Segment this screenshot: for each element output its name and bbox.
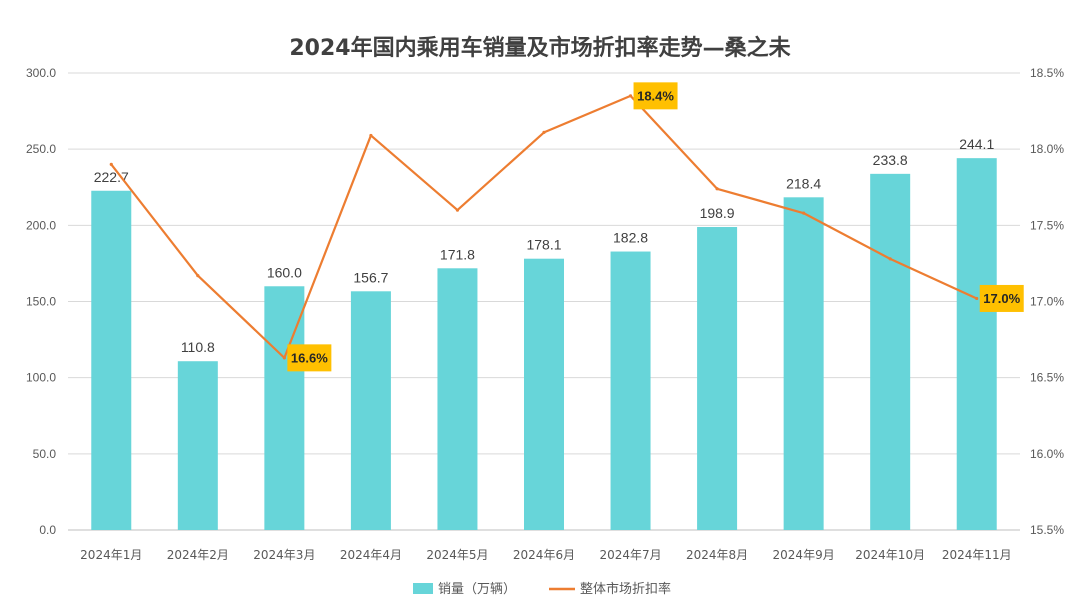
- x-tick-label: 2024年4月: [340, 548, 402, 562]
- bar: [177, 361, 218, 530]
- highlight-box: [287, 344, 332, 372]
- bar: [697, 227, 738, 530]
- x-tick-label: 2024年3月: [253, 548, 315, 562]
- legend-bar-swatch: [413, 583, 433, 594]
- line-point: [542, 130, 546, 135]
- bar: [783, 197, 824, 530]
- highlight-label: 17.0%: [983, 291, 1020, 306]
- x-tick-label: 2024年10月: [855, 548, 925, 562]
- left-tick-label: 0.0: [39, 523, 56, 537]
- bar-data-label: 218.4: [786, 175, 821, 191]
- bar: [956, 158, 997, 530]
- right-axis-ticks: 15.5% 16.0% 16.5% 17.0% 17.5% 18.0% 18.5%: [1030, 66, 1064, 537]
- right-tick-label: 17.5%: [1030, 218, 1064, 232]
- left-tick-label: 50.0: [33, 447, 57, 461]
- bar: [437, 268, 478, 530]
- right-tick-label: 16.5%: [1030, 371, 1064, 385]
- line-point: [196, 274, 200, 278]
- left-tick-label: 300.0: [26, 66, 56, 80]
- bar-data-label: 244.1: [959, 136, 994, 152]
- right-tick-label: 18.0%: [1030, 142, 1064, 156]
- left-tick-label: 150.0: [26, 295, 56, 309]
- x-tick-label: 2024年1月: [80, 548, 142, 562]
- left-tick-label: 250.0: [26, 142, 56, 156]
- chart-title: 2024年国内乘用车销量及市场折扣率走势—桑之未: [289, 36, 791, 61]
- right-tick-label: 15.5%: [1030, 523, 1064, 537]
- x-tick-label: 2024年8月: [686, 548, 748, 562]
- bar: [870, 173, 911, 530]
- bar-data-label: 110.8: [181, 339, 215, 355]
- left-tick-label: 200.0: [26, 218, 56, 232]
- x-tick-label: 2024年9月: [773, 548, 835, 562]
- line-point: [975, 296, 979, 301]
- bar-series: [91, 158, 997, 530]
- bar-data-labels: 222.7 110.8 160.0 156.7 171.8 178.1 182.8 198.9…: [94, 136, 995, 355]
- x-tick-label: 2024年7月: [599, 548, 661, 562]
- line-highlight-labels: 16.6% 18.4% 17.0%: [287, 82, 1024, 372]
- bar-data-label: 156.7: [353, 269, 388, 285]
- bar: [264, 286, 305, 530]
- bar: [91, 190, 132, 530]
- bar-data-label: 198.9: [700, 205, 735, 221]
- highlight-box: [979, 284, 1024, 312]
- line-point: [282, 356, 286, 360]
- x-axis-ticks: 2024年1月 2024年2月 2024年3月 2024年4月 2024年5月 2024年…: [80, 548, 1011, 562]
- x-tick-label: 2024年5月: [426, 548, 488, 562]
- x-tick-label: 2024年11月: [942, 548, 1012, 562]
- line-point: [715, 187, 719, 191]
- highlight-box: [633, 82, 678, 110]
- line-point: [109, 162, 113, 166]
- line-series: [109, 94, 979, 360]
- left-axis-ticks: 0.0 50.0 100.0 150.0 200.0 250.0 300.0: [26, 66, 56, 537]
- legend-bar-label: 销量（万辆）: [438, 582, 516, 597]
- bar-data-label: 182.8: [613, 230, 648, 246]
- bar-data-label: 178.1: [526, 237, 561, 253]
- bar: [524, 258, 564, 530]
- line-point: [888, 257, 892, 261]
- bar-data-label: 171.8: [440, 246, 475, 262]
- x-tick-label: 2024年2月: [167, 548, 229, 562]
- line-point: [455, 208, 460, 212]
- line-point: [628, 94, 633, 98]
- highlight-label: 18.4%: [637, 88, 674, 103]
- line-point: [802, 211, 806, 215]
- bar: [610, 251, 651, 530]
- bar-data-label: 160.0: [267, 264, 302, 280]
- x-tick-label: 2024年6月: [513, 548, 575, 562]
- bar-data-label: 222.7: [94, 169, 129, 185]
- highlight-label: 16.6%: [291, 350, 328, 365]
- right-tick-label: 16.0%: [1030, 447, 1064, 461]
- legend: 销量（万辆） 整体市场折扣率: [413, 581, 671, 597]
- line-point: [369, 133, 373, 138]
- bar: [350, 291, 391, 530]
- legend-line-label: 整体市场折扣率: [580, 581, 671, 597]
- left-tick-label: 100.0: [26, 371, 56, 385]
- bar-data-label: 233.8: [873, 152, 908, 168]
- right-tick-label: 18.5%: [1030, 66, 1064, 80]
- right-tick-label: 17.0%: [1030, 295, 1064, 309]
